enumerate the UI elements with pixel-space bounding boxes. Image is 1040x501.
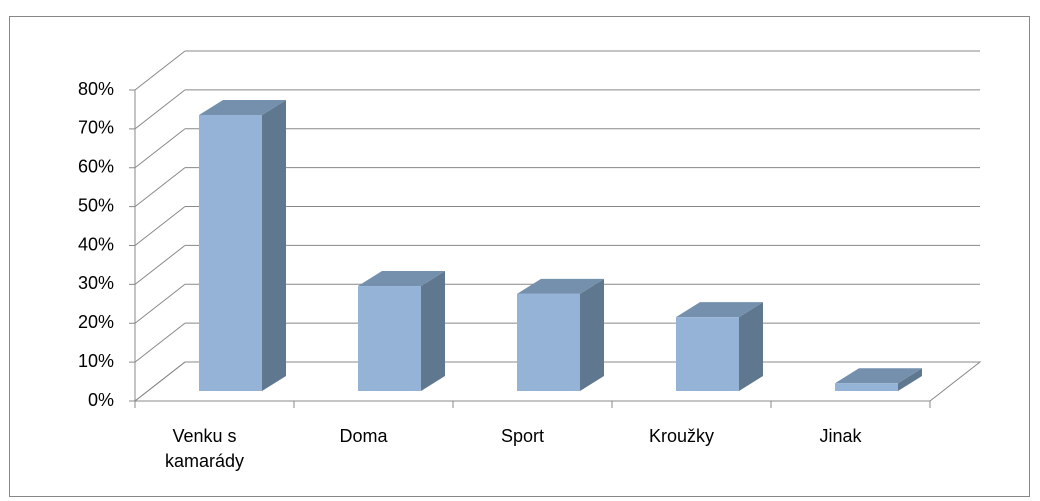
y-tick-label: 40%: [78, 234, 114, 254]
y-tick-label: 50%: [78, 195, 114, 215]
y-tick-label: 30%: [78, 273, 114, 293]
grid-line-side: [134, 283, 186, 324]
y-tick-label: 20%: [78, 312, 114, 332]
bar: [676, 317, 739, 391]
grid-line-side: [134, 206, 186, 246]
x-tick-label: Jinak: [819, 426, 862, 446]
bar: [199, 114, 262, 392]
grid-line-side: [134, 322, 186, 363]
bar-side: [421, 271, 445, 391]
bar: [835, 383, 898, 391]
x-tick-label: Venku s kamarády: [164, 426, 245, 471]
x-tick-label: Sport: [500, 426, 545, 446]
grid-line-side: [134, 167, 186, 208]
y-tick-label: 80%: [78, 79, 114, 99]
bar-side: [580, 278, 604, 391]
bar-top: [358, 271, 445, 287]
grid-line-side: [134, 89, 186, 130]
bar: [358, 286, 421, 391]
y-tick-label: 70%: [78, 118, 114, 138]
x-tick-label: Doma: [339, 426, 388, 446]
bar-side: [262, 99, 286, 392]
grid-line-side: [134, 128, 186, 169]
bar-side: [898, 368, 922, 391]
bar-top: [517, 278, 604, 294]
grid-line-side: [134, 361, 186, 402]
y-tick-label: 0%: [88, 390, 114, 410]
chart-frame: [9, 16, 1030, 497]
x-tick-label: Kroužky: [648, 426, 715, 446]
grid-line-side: [134, 244, 186, 285]
y-tick-label: 60%: [78, 157, 114, 177]
bar: [517, 293, 580, 391]
y-tick-label: 10%: [78, 351, 114, 371]
bar-top: [676, 302, 763, 318]
bar-top: [835, 368, 922, 384]
bar-side: [739, 302, 763, 391]
bar-top: [199, 99, 286, 115]
grid-line-side: [134, 50, 186, 91]
